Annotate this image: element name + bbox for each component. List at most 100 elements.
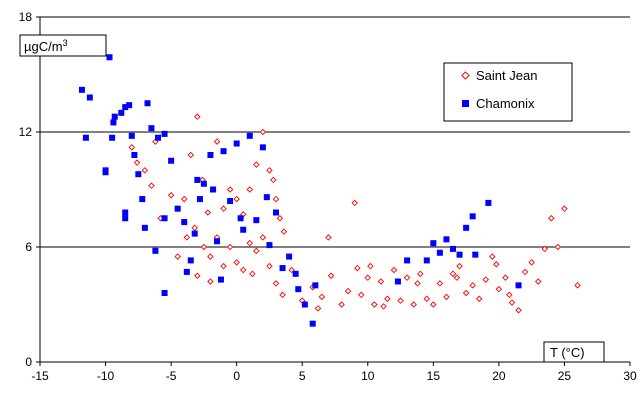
saint-jean-point — [183, 234, 191, 241]
y-tick-label: 12 — [19, 125, 33, 139]
chamonix-point — [168, 157, 175, 164]
saint-jean-point — [493, 261, 500, 268]
saint-jean-point — [430, 301, 437, 308]
chamonix-point — [82, 134, 89, 141]
chamonix-point — [194, 176, 201, 183]
chamonix-point — [309, 320, 316, 327]
saint-jean-point — [482, 276, 490, 283]
saint-jean-point — [327, 272, 335, 279]
x-unit-box — [543, 341, 605, 363]
chamonix-point — [515, 282, 522, 289]
saint-jean-point — [508, 299, 516, 306]
saint-jean-point — [436, 280, 444, 287]
legend: Saint Jean Chamonix — [443, 62, 573, 122]
saint-jean-point — [364, 274, 372, 281]
saint-jean-point — [272, 195, 280, 203]
saint-jean-point — [279, 291, 286, 299]
y-tick-label: 18 — [19, 10, 33, 24]
legend-marker-saint-jean — [461, 71, 470, 80]
y-axis-unit-label: µgC/m3 — [24, 38, 68, 54]
saint-jean-point — [233, 259, 240, 266]
chamonix-point — [141, 224, 148, 231]
chamonix-point — [436, 249, 443, 256]
saint-jean-point — [423, 295, 431, 302]
chamonix-point — [246, 132, 253, 139]
y-axis-unit-superscript: 3 — [63, 38, 68, 48]
saint-jean-point — [207, 278, 214, 285]
x-axis-unit-label: T (°C) — [550, 345, 585, 360]
y-unit-box — [19, 34, 107, 57]
chamonix-point — [131, 152, 138, 158]
saint-jean-point — [453, 274, 461, 281]
x-tick-label: 25 — [558, 369, 572, 383]
saint-jean-point — [443, 293, 450, 301]
saint-jean-point — [351, 199, 358, 207]
saint-jean-point — [338, 301, 345, 308]
saint-jean-point — [207, 253, 214, 260]
chamonix-point — [126, 102, 133, 109]
saint-jean-point — [226, 186, 234, 193]
chamonix-point — [301, 301, 308, 308]
saint-jean-point — [367, 262, 374, 270]
saint-jean-point — [226, 243, 234, 251]
chamonix-point — [191, 230, 198, 237]
saint-jean-point — [397, 297, 404, 304]
saint-jean-point — [220, 262, 227, 270]
y-tick-label: 6 — [25, 240, 32, 254]
chamonix-point — [122, 104, 129, 111]
chamonix-point — [144, 100, 151, 107]
saint-jean-point — [266, 167, 273, 174]
saint-jean-point — [561, 205, 568, 212]
saint-jean-point — [521, 268, 529, 276]
chamonix-point — [450, 245, 456, 252]
saint-jean-point — [390, 266, 398, 274]
chamonix-point — [430, 240, 437, 247]
chamonix-point — [220, 148, 227, 155]
saint-jean-point — [314, 305, 322, 312]
chamonix-point — [253, 217, 260, 224]
saint-jean-point — [133, 159, 141, 166]
saint-jean-point — [318, 293, 326, 301]
chamonix-point — [161, 290, 168, 296]
x-tick-label: -15 — [31, 369, 49, 383]
saint-jean-point — [259, 234, 267, 241]
saint-jean-point — [528, 259, 535, 266]
x-tick-label: -5 — [166, 369, 177, 383]
saint-jean-point — [128, 144, 136, 151]
saint-jean-point — [515, 307, 522, 314]
data-points — [78, 54, 581, 327]
chamonix-point — [273, 209, 279, 216]
saint-jean-point — [325, 234, 332, 241]
chamonix-point — [217, 276, 224, 283]
legend-label-saint-jean: Saint Jean — [476, 68, 537, 83]
chamonix-point — [227, 198, 234, 204]
saint-jean-point — [213, 138, 221, 145]
chamonix-point — [292, 270, 299, 277]
saint-jean-point — [270, 176, 277, 184]
y-axis-unit-text: µgC/m — [24, 39, 63, 54]
chamonix-point — [266, 242, 273, 249]
saint-jean-point — [239, 266, 247, 274]
legend-marker-chamonix — [462, 100, 469, 107]
chamonix-point — [122, 209, 129, 216]
saint-jean-point — [141, 167, 149, 174]
saint-jean-point — [548, 215, 555, 222]
saint-jean-point — [462, 289, 470, 297]
saint-jean-point — [259, 128, 267, 136]
saint-jean-point — [204, 209, 212, 216]
x-tick-label: 0 — [233, 369, 240, 383]
axes — [39, 17, 630, 363]
chamonix-point — [312, 282, 319, 289]
saint-jean-point — [410, 301, 417, 308]
chamonix-point — [174, 205, 181, 212]
chamonix-point — [259, 144, 266, 151]
x-tick-label: 15 — [427, 369, 441, 383]
saint-jean-point — [554, 243, 562, 251]
chamonix-point — [135, 171, 142, 178]
saint-jean-point — [233, 195, 240, 203]
chamonix-point — [183, 268, 190, 275]
legend-label-chamonix: Chamonix — [476, 96, 535, 111]
saint-jean-point — [253, 247, 260, 255]
chamonix-point — [86, 94, 93, 101]
chamonix-point — [233, 140, 240, 147]
